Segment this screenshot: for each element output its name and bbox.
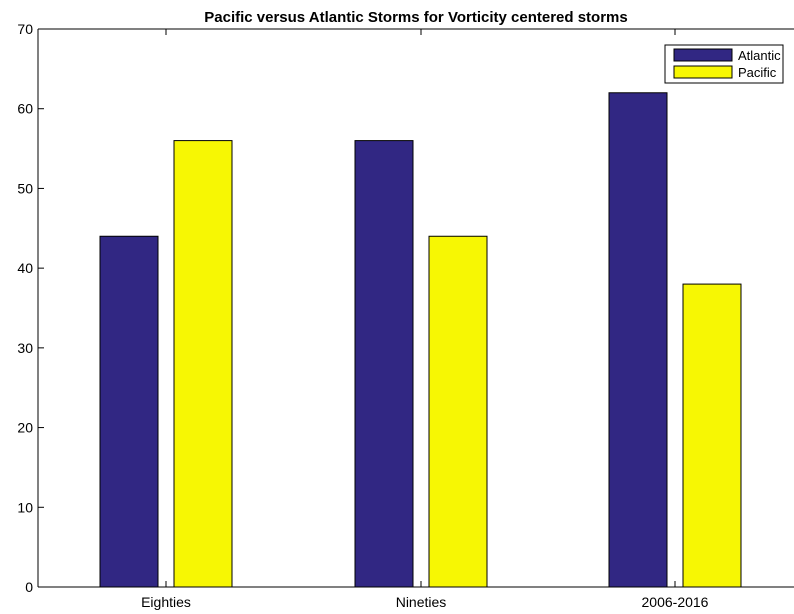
bars (99, 92, 742, 588)
chart-title: Pacific versus Atlantic Storms for Vorti… (204, 9, 627, 26)
legend-label-atlantic: Atlantic (738, 48, 781, 63)
bar-atlantic-2006-2016 (608, 92, 668, 588)
y-tick-label: 0 (25, 579, 33, 595)
y-tick-label: 30 (17, 340, 33, 356)
x-tick-label: Eighties (141, 594, 191, 610)
legend-swatch-atlantic (673, 48, 733, 62)
x-tick-label: Nineties (396, 594, 447, 610)
legend-label-pacific: Pacific (738, 65, 777, 80)
y-tick-label: 40 (17, 260, 33, 276)
y-tick-label: 20 (17, 420, 33, 436)
bar-atlantic-eighties (99, 235, 159, 588)
y-tick-label: 70 (17, 21, 33, 37)
bar-atlantic-nineties (354, 140, 414, 588)
x-tick-label: 2006-2016 (642, 594, 709, 610)
axes: 0 10 20 30 40 50 60 70 Eighties Nineties 2006-2016 (17, 21, 794, 610)
bar-pacific-2006-2016 (682, 283, 742, 588)
y-tick-label: 60 (17, 101, 33, 117)
legend-swatch-pacific (673, 65, 733, 79)
bar-pacific-eighties (173, 140, 233, 588)
y-tick-label: 10 (17, 499, 33, 515)
bar-pacific-nineties (428, 235, 488, 588)
legend: Atlantic Pacific (664, 44, 784, 84)
y-tick-label: 50 (17, 180, 33, 196)
